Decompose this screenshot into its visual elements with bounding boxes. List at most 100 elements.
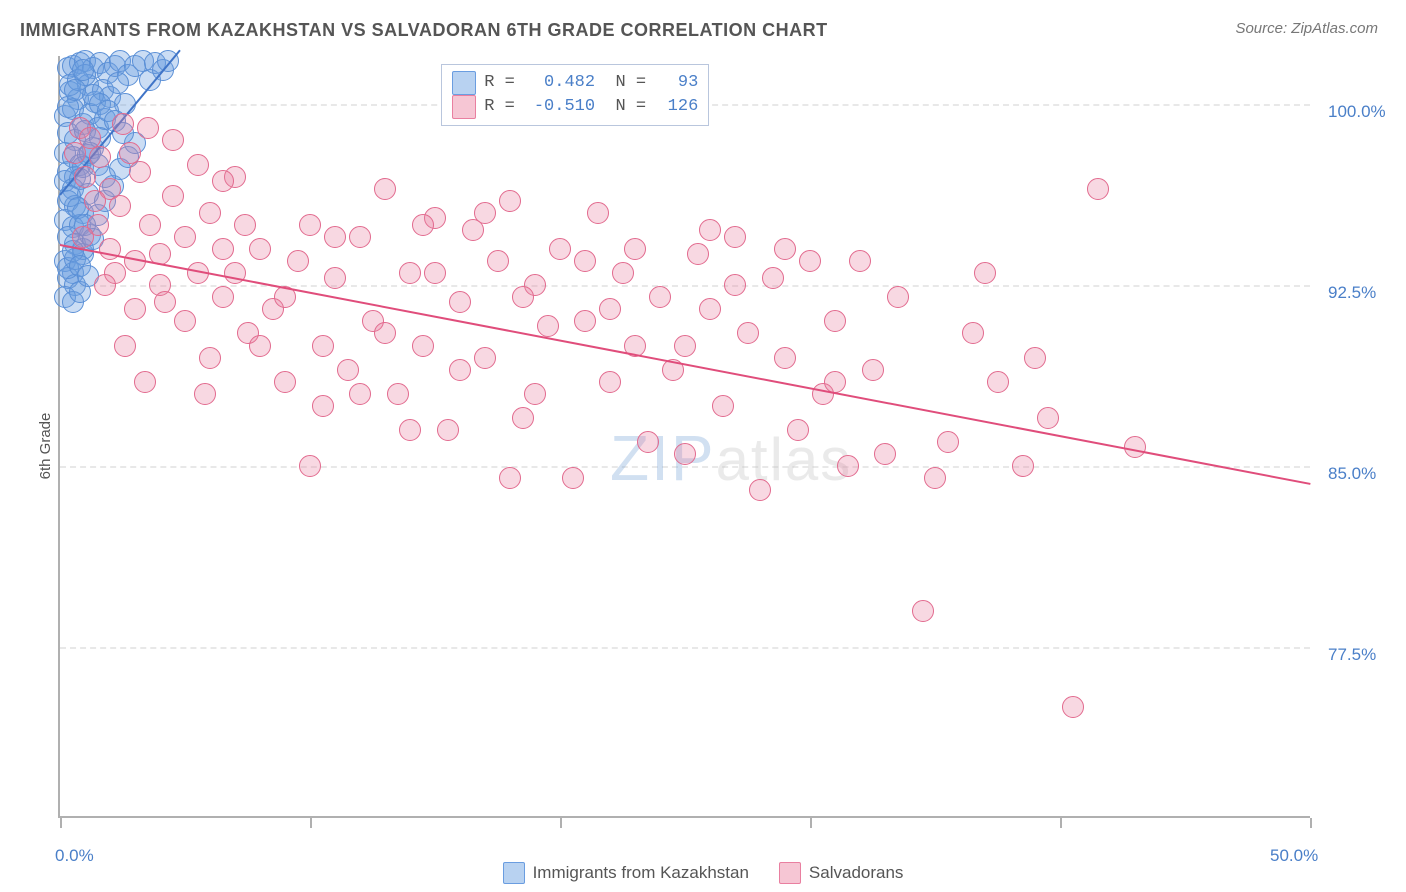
data-point — [312, 395, 334, 417]
gridline — [60, 466, 1310, 468]
data-point — [587, 202, 609, 224]
data-point — [412, 214, 434, 236]
data-point — [1087, 178, 1109, 200]
y-axis-label: 6th Grade — [37, 413, 54, 480]
data-point — [962, 322, 984, 344]
data-point — [799, 250, 821, 272]
data-point — [249, 335, 271, 357]
data-point — [299, 455, 321, 477]
data-point — [887, 286, 909, 308]
data-point — [1037, 407, 1059, 429]
data-point — [787, 419, 809, 441]
correlation-text: R = -0.510 N = 126 — [484, 97, 698, 116]
data-point — [1012, 455, 1034, 477]
correlation-row: R = 0.482 N = 93 — [452, 71, 698, 95]
x-tick — [1060, 818, 1062, 828]
swatch-icon — [503, 862, 525, 884]
data-point — [399, 262, 421, 284]
data-point — [737, 322, 759, 344]
data-point — [862, 359, 884, 381]
data-point — [387, 383, 409, 405]
data-point — [762, 267, 784, 289]
y-tick-label: 92.5% — [1328, 283, 1376, 303]
data-point — [1062, 696, 1084, 718]
x-tick — [1310, 818, 1312, 828]
data-point — [824, 310, 846, 332]
y-tick-label: 85.0% — [1328, 464, 1376, 484]
data-point — [84, 190, 106, 212]
data-point — [174, 226, 196, 248]
data-point — [249, 238, 271, 260]
data-point — [649, 286, 671, 308]
data-point — [64, 79, 86, 101]
legend-bottom: Immigrants from Kazakhstan Salvadorans — [0, 862, 1406, 884]
data-point — [112, 113, 134, 135]
data-point — [549, 238, 571, 260]
data-point — [212, 286, 234, 308]
data-point — [234, 214, 256, 236]
data-point — [849, 250, 871, 272]
data-point — [94, 274, 116, 296]
data-point — [537, 315, 559, 337]
data-point — [499, 190, 521, 212]
swatch-icon — [779, 862, 801, 884]
legend-label: Salvadorans — [809, 863, 904, 883]
data-point — [524, 383, 546, 405]
data-point — [612, 262, 634, 284]
data-point — [562, 467, 584, 489]
source-label: Source: ZipAtlas.com — [1235, 20, 1378, 37]
data-point — [437, 419, 459, 441]
data-point — [114, 335, 136, 357]
data-point — [107, 72, 129, 94]
data-point — [924, 467, 946, 489]
data-point — [449, 291, 471, 313]
y-tick-label: 100.0% — [1328, 102, 1386, 122]
plot-area: 77.5%85.0%92.5%100.0%0.0%50.0%ZIPatlasR … — [58, 56, 1310, 818]
swatch-icon — [452, 95, 476, 119]
data-point — [109, 195, 131, 217]
data-point — [1124, 436, 1146, 458]
data-point — [212, 170, 234, 192]
correlation-text: R = 0.482 N = 93 — [484, 73, 698, 92]
swatch-icon — [452, 71, 476, 95]
data-point — [412, 335, 434, 357]
chart-title: IMMIGRANTS FROM KAZAKHSTAN VS SALVADORAN… — [20, 20, 828, 41]
data-point — [174, 310, 196, 332]
data-point — [449, 359, 471, 381]
data-point — [349, 383, 371, 405]
data-point — [199, 347, 221, 369]
data-point — [134, 371, 156, 393]
data-point — [349, 226, 371, 248]
legend-item-kazakhstan: Immigrants from Kazakhstan — [503, 862, 749, 884]
data-point — [599, 298, 621, 320]
data-point — [599, 371, 621, 393]
gridline — [60, 647, 1310, 649]
data-point — [129, 161, 151, 183]
x-tick — [810, 818, 812, 828]
data-point — [724, 274, 746, 296]
legend-item-salvadorans: Salvadorans — [779, 862, 904, 884]
data-point — [162, 185, 184, 207]
data-point — [824, 371, 846, 393]
data-point — [424, 262, 446, 284]
data-point — [774, 347, 796, 369]
correlation-row: R = -0.510 N = 126 — [452, 95, 698, 119]
data-point — [72, 226, 94, 248]
correlation-box: R = 0.482 N = 93 R = -0.510 N = 126 — [441, 64, 709, 126]
data-point — [324, 267, 346, 289]
data-point — [124, 298, 146, 320]
data-point — [674, 335, 696, 357]
data-point — [212, 238, 234, 260]
data-point — [774, 238, 796, 260]
data-point — [749, 479, 771, 501]
data-point — [474, 347, 496, 369]
data-point — [72, 59, 94, 81]
data-point — [274, 371, 296, 393]
data-point — [987, 371, 1009, 393]
data-point — [374, 178, 396, 200]
data-point — [64, 142, 86, 164]
x-tick — [60, 818, 62, 828]
data-point — [194, 383, 216, 405]
data-point — [512, 286, 534, 308]
data-point — [312, 335, 334, 357]
